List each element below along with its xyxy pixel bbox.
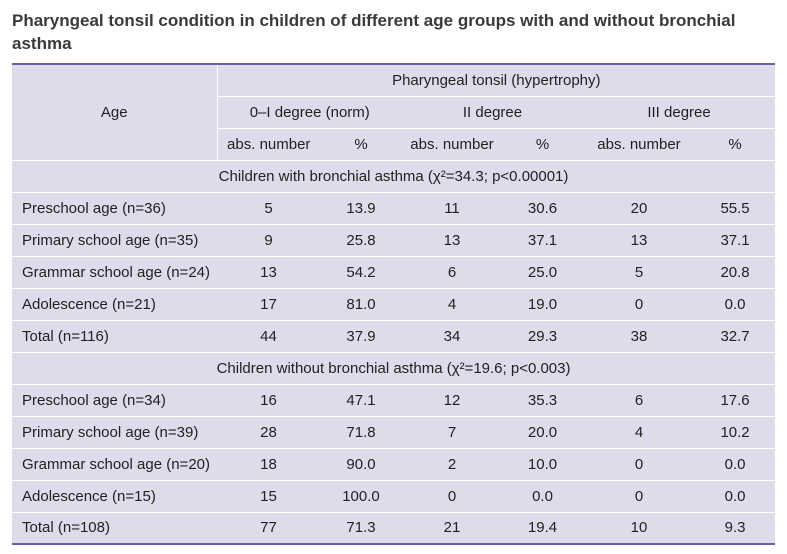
pct-value-cell: 13.9 [320, 192, 402, 225]
age-cell: Preschool age (n=34) [12, 384, 217, 417]
abs-value-cell: 18 [217, 448, 320, 481]
abs-value-cell: 11 [402, 192, 502, 225]
abs-value-cell: 28 [217, 416, 320, 449]
pct-value-cell: 20.0 [502, 416, 583, 449]
age-cell: Preschool age (n=36) [12, 192, 217, 225]
pct-value-cell: 0.0 [502, 480, 583, 513]
pct-header: % [695, 128, 776, 161]
pct-value-cell: 0.0 [695, 288, 776, 321]
table-row: Grammar school age (n=24) 13 54.2 6 25.0 5 20.… [12, 256, 776, 289]
section-row: Children without bronchial asthma (χ²=19… [12, 352, 776, 385]
pct-value-cell: 0.0 [695, 448, 776, 481]
table-title: Pharyngeal tonsil condition in children … [12, 11, 736, 53]
abs-value-cell: 0 [583, 288, 695, 321]
abs-value-cell: 7 [402, 416, 502, 449]
degree-header: 0–I degree (norm) [216, 96, 402, 129]
abs-value-cell: 9 [217, 224, 320, 257]
age-cell: Adolescence (n=21) [12, 288, 217, 321]
abs-value-cell: 6 [583, 384, 695, 417]
table-row: Primary school age (n=39) 28 71.8 7 20.0 4 10.… [12, 416, 776, 449]
table-row: Adolescence (n=21) 17 81.0 4 19.0 0 0.0 [12, 288, 776, 321]
pct-value-cell: 10.2 [695, 416, 776, 449]
pct-value-cell: 29.3 [502, 320, 583, 353]
pct-value-cell: 19.4 [502, 512, 583, 545]
pct-value-cell: 25.0 [502, 256, 583, 289]
section-row: Children with bronchial asthma (χ²=34.3;… [12, 160, 776, 193]
pct-value-cell: 71.8 [320, 416, 402, 449]
abs-value-cell: 34 [402, 320, 502, 353]
abs-value-cell: 44 [217, 320, 320, 353]
pct-value-cell: 35.3 [502, 384, 583, 417]
pct-value-cell: 37.1 [502, 224, 583, 257]
abs-value-cell: 13 [402, 224, 502, 257]
table-row: Total (n=116) 44 37.9 34 29.3 38 32.7 [12, 320, 776, 353]
abs-value-cell: 13 [217, 256, 320, 289]
pct-value-cell: 20.8 [695, 256, 776, 289]
pct-value-cell: 47.1 [320, 384, 402, 417]
abs-value-cell: 6 [402, 256, 502, 289]
table-row: Total (n=108) 77 71.3 21 19.4 10 9.3 [12, 512, 776, 545]
pct-value-cell: 19.0 [502, 288, 583, 321]
abs-value-cell: 12 [402, 384, 502, 417]
pct-value-cell: 32.7 [695, 320, 776, 353]
abs-value-cell: 17 [217, 288, 320, 321]
pct-value-cell: 55.5 [695, 192, 776, 225]
age-header: Age [12, 63, 217, 161]
pct-value-cell: 0.0 [695, 480, 776, 513]
abs-value-cell: 5 [217, 192, 320, 225]
age-cell: Adolescence (n=15) [12, 480, 217, 513]
section-label: Children without bronchial asthma (χ²=19… [12, 352, 776, 385]
degree-header: III degree [583, 96, 776, 129]
abs-value-cell: 38 [583, 320, 695, 353]
abs-value-cell: 0 [583, 480, 695, 513]
pct-value-cell: 81.0 [320, 288, 402, 321]
abs-value-cell: 5 [583, 256, 695, 289]
age-cell: Primary school age (n=39) [12, 416, 217, 449]
pct-value-cell: 10.0 [502, 448, 583, 481]
abs-value-cell: 0 [402, 480, 502, 513]
abs-value-cell: 16 [217, 384, 320, 417]
abs-value-cell: 21 [402, 512, 502, 545]
section-label: Children with bronchial asthma (χ²=34.3;… [12, 160, 776, 193]
pct-value-cell: 71.3 [320, 512, 402, 545]
abs-value-cell: 77 [217, 512, 320, 545]
pct-value-cell: 100.0 [320, 480, 402, 513]
pct-value-cell: 17.6 [695, 384, 776, 417]
pct-value-cell: 25.8 [320, 224, 402, 257]
group-header: Pharyngeal tonsil (hypertrophy) [216, 63, 776, 97]
abs-header: abs. number [216, 128, 320, 161]
pct-value-cell: 37.1 [695, 224, 776, 257]
abs-value-cell: 10 [583, 512, 695, 545]
age-cell: Total (n=108) [12, 512, 217, 545]
tonsil-table: Age Pharyngeal tonsil (hypertrophy) 0–I … [12, 63, 776, 545]
pct-value-cell: 9.3 [695, 512, 776, 545]
pct-value-cell: 90.0 [320, 448, 402, 481]
abs-value-cell: 20 [583, 192, 695, 225]
age-cell: Primary school age (n=35) [12, 224, 217, 257]
table-row: Preschool age (n=34) 16 47.1 12 35.3 6 17.6 [12, 384, 776, 417]
table-row: Primary school age (n=35) 9 25.8 13 37.1 13 37… [12, 224, 776, 257]
pct-value-cell: 54.2 [320, 256, 402, 289]
table-row: Grammar school age (n=20) 18 90.0 2 10.0 0 0.0 [12, 448, 776, 481]
pct-header: % [502, 128, 583, 161]
abs-value-cell: 13 [583, 224, 695, 257]
abs-value-cell: 15 [217, 480, 320, 513]
abs-value-cell: 0 [583, 448, 695, 481]
table-row: Preschool age (n=36) 5 13.9 11 30.6 20 55.5 [12, 192, 776, 225]
age-cell: Total (n=116) [12, 320, 217, 353]
age-cell: Grammar school age (n=20) [12, 448, 217, 481]
abs-header: abs. number [402, 128, 502, 161]
age-cell: Grammar school age (n=24) [12, 256, 217, 289]
abs-value-cell: 4 [402, 288, 502, 321]
abs-value-cell: 4 [583, 416, 695, 449]
table-row: Adolescence (n=15) 15 100.0 0 0.0 0 0.0 [12, 480, 776, 513]
pct-header: % [320, 128, 402, 161]
pct-value-cell: 37.9 [320, 320, 402, 353]
abs-value-cell: 2 [402, 448, 502, 481]
abs-header: abs. number [583, 128, 695, 161]
pct-value-cell: 30.6 [502, 192, 583, 225]
degree-header: II degree [402, 96, 583, 129]
